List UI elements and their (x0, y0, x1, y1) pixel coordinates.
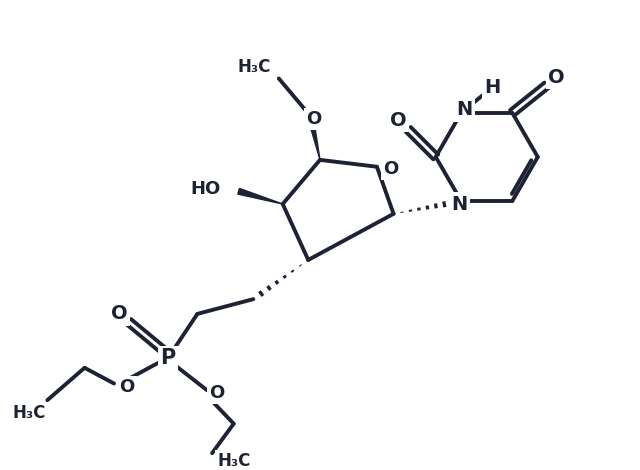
Text: O: O (390, 111, 407, 130)
Text: N: N (456, 100, 472, 119)
Polygon shape (307, 115, 320, 160)
Text: HO: HO (191, 180, 221, 198)
Text: O: O (548, 68, 564, 87)
Polygon shape (238, 188, 283, 204)
Text: H: H (484, 78, 500, 97)
Text: N: N (451, 195, 467, 213)
Text: H₃C: H₃C (217, 452, 250, 470)
Text: O: O (111, 305, 127, 323)
Text: O: O (383, 160, 398, 178)
Text: H₃C: H₃C (13, 404, 46, 422)
Text: H₃C: H₃C (237, 58, 271, 76)
Text: O: O (119, 378, 134, 396)
Text: P: P (161, 348, 175, 368)
Text: O: O (209, 384, 225, 402)
Text: O: O (307, 110, 322, 128)
